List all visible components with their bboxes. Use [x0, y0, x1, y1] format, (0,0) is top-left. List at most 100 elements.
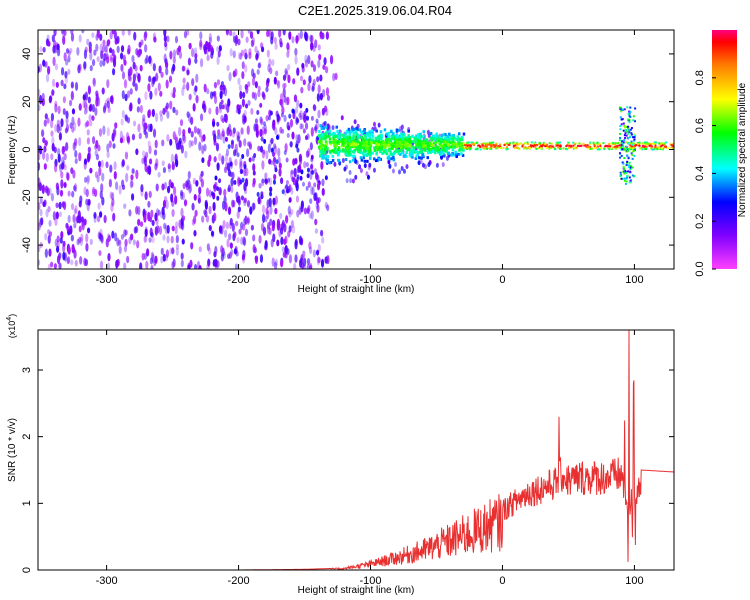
- heatmap-cell: [70, 259, 74, 266]
- heatmap-cell: [337, 135, 340, 139]
- heatmap-cell: [288, 113, 292, 119]
- heatmap-cell: [321, 136, 325, 140]
- heatmap-cell: [566, 144, 569, 147]
- heatmap-cell: [624, 136, 627, 139]
- heatmap-cell: [625, 141, 628, 144]
- heatmap-cell: [260, 118, 264, 126]
- heatmap-cell: [669, 143, 672, 146]
- heatmap-cell: [408, 137, 411, 141]
- heatmap-cell: [135, 169, 139, 180]
- heatmap-cell: [385, 132, 388, 136]
- heatmap-cell: [72, 169, 76, 179]
- heatmap-cell: [210, 191, 214, 197]
- heatmap-cell: [667, 147, 670, 150]
- heatmap-cell: [450, 136, 454, 140]
- heatmap-cell: [327, 134, 330, 138]
- heatmap-cell: [273, 36, 277, 44]
- heatmap-cell: [296, 147, 300, 153]
- heatmap-cell: [407, 140, 411, 144]
- heatmap-cell: [261, 91, 265, 98]
- heatmap-cell: [444, 133, 447, 137]
- heatmap-cell: [268, 227, 272, 235]
- heatmap-cell: [316, 204, 320, 213]
- heatmap-cell: [63, 164, 67, 171]
- heatmap-cell: [153, 36, 157, 43]
- heatmap-cell: [304, 31, 308, 40]
- heatmap-cell: [460, 145, 464, 149]
- heatmap-cell: [99, 260, 104, 269]
- heatmap-cell: [244, 64, 248, 73]
- heatmap-cell: [269, 186, 273, 193]
- heatmap-cell: [86, 120, 90, 127]
- heatmap-cell: [273, 144, 278, 155]
- heatmap-cell: [281, 189, 285, 195]
- heatmap-cell: [87, 96, 91, 104]
- spectrogram-xtick-label: -300: [96, 274, 118, 286]
- heatmap-cell: [409, 154, 413, 158]
- heatmap-cell: [127, 30, 131, 36]
- heatmap-cell: [284, 143, 288, 152]
- heatmap-cell: [362, 137, 365, 141]
- heatmap-cell: [136, 106, 140, 113]
- heatmap-cell: [419, 140, 422, 144]
- heatmap-cell: [359, 156, 363, 160]
- heatmap-cell: [602, 142, 605, 145]
- heatmap-cell: [316, 182, 321, 191]
- heatmap-cell: [644, 147, 647, 150]
- heatmap-cell: [148, 158, 153, 165]
- heatmap-cell: [62, 96, 66, 104]
- heatmap-cell: [320, 258, 325, 268]
- heatmap-cell: [220, 225, 224, 235]
- heatmap-cell: [488, 147, 491, 150]
- heatmap-cell: [419, 134, 423, 138]
- heatmap-cell: [343, 166, 347, 172]
- heatmap-cell: [426, 156, 429, 160]
- heatmap-cell: [190, 140, 194, 147]
- heatmap-cell: [86, 155, 90, 163]
- heatmap-cell: [223, 166, 228, 174]
- heatmap-cell: [332, 72, 336, 82]
- heatmap-cell: [432, 134, 436, 138]
- heatmap-cell: [241, 254, 246, 264]
- heatmap-cell: [446, 138, 449, 142]
- heatmap-cell: [227, 168, 231, 177]
- heatmap-cell: [136, 240, 140, 249]
- heatmap-cell: [110, 192, 115, 200]
- heatmap-cell: [254, 118, 259, 125]
- heatmap-cell: [227, 144, 231, 150]
- heatmap-cell: [424, 138, 427, 142]
- heatmap-cell: [481, 143, 484, 146]
- snr-ytick-label: 1: [21, 500, 33, 506]
- heatmap-cell: [608, 145, 611, 148]
- heatmap-cell: [65, 48, 70, 54]
- heatmap-cell: [242, 237, 247, 247]
- colorbar-tick-label: 0.0: [694, 261, 706, 276]
- heatmap-cell: [354, 174, 358, 180]
- heatmap-cell: [306, 207, 310, 215]
- heatmap-cell: [123, 262, 127, 269]
- heatmap-cell: [628, 121, 631, 124]
- heatmap-cell: [325, 87, 330, 96]
- heatmap-cell: [232, 127, 236, 135]
- heatmap-cell: [429, 132, 433, 136]
- heatmap-cell: [565, 145, 568, 148]
- heatmap-cell: [260, 136, 264, 142]
- heatmap-cell: [60, 30, 65, 35]
- heatmap-cell: [393, 134, 397, 138]
- heatmap-cell: [248, 52, 252, 60]
- heatmap-cell: [280, 226, 284, 235]
- heatmap-cell: [612, 143, 615, 146]
- heatmap-cell: [339, 138, 343, 142]
- heatmap-cell: [488, 141, 491, 144]
- heatmap-cell: [216, 162, 220, 168]
- heatmap-cell: [164, 41, 168, 48]
- heatmap-cell: [153, 149, 158, 156]
- heatmap-cell: [320, 160, 324, 170]
- heatmap-cell: [240, 236, 244, 245]
- heatmap-cell: [294, 55, 298, 65]
- heatmap-cell: [55, 41, 59, 51]
- heatmap-cell: [46, 117, 50, 124]
- heatmap-cell: [281, 105, 285, 115]
- heatmap-cell: [216, 121, 220, 127]
- heatmap-cell: [120, 118, 124, 126]
